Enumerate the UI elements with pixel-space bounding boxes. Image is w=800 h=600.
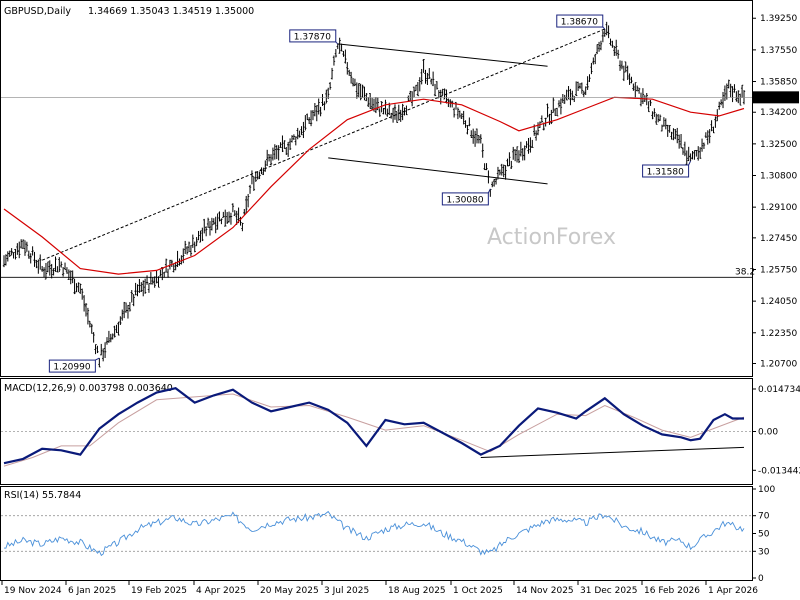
x-tick-label: 18 Aug 2025	[388, 586, 446, 596]
x-tick-label: 6 Jan 2025	[68, 586, 116, 596]
price-annotation: 1.31580	[642, 160, 692, 178]
x-tick-label: 4 Apr 2025	[196, 586, 246, 596]
annotation-leader	[335, 41, 339, 45]
moving-average	[3, 96, 745, 275]
price-annotations: 1.37870 1.38670 1.30080 1.31580 1.20990	[48, 14, 692, 373]
macd-tick-label: 0.014734	[758, 385, 800, 395]
annotation-leader	[602, 26, 606, 30]
annotation-label: 1.38670	[561, 18, 598, 28]
price-bars	[2, 21, 746, 368]
price-tick-label: 1.27450	[760, 234, 797, 244]
price-trendlines	[41, 28, 605, 261]
macd-tick-label: -0.013442	[758, 466, 800, 476]
annotation-label: 1.20990	[53, 363, 90, 373]
price-tick-label: 1.22350	[760, 329, 797, 339]
macd-main-line	[3, 387, 744, 465]
x-tick-label: 1 Apr 2026	[708, 586, 758, 596]
price-tick-label: 1.29100	[760, 203, 797, 213]
macd-tick-label: 0.00	[758, 428, 778, 438]
annotation-leader	[95, 357, 100, 361]
rsi-lines	[1, 510, 752, 557]
price-tick-label: 1.20700	[760, 359, 797, 369]
price-tick-label: 1.25750	[760, 265, 797, 275]
x-tick-label: 3 Jul 2025	[324, 586, 369, 596]
annotation-box	[48, 359, 96, 373]
macd-trendline	[480, 446, 745, 458]
price-panel-frame	[0, 0, 753, 377]
macd-signal-line	[3, 393, 745, 467]
x-tick-label: 31 Dec 2025	[580, 586, 638, 596]
annotation-leader	[688, 160, 692, 166]
current-price-box	[753, 91, 799, 104]
symbol-label: GBPUSD,Daily	[4, 6, 71, 17]
fib-38-level: 38.2	[1, 267, 755, 278]
annotation-box	[556, 14, 604, 28]
price-tick-label: 1.24050	[760, 297, 797, 307]
price-annotation: 1.37870	[289, 29, 339, 45]
annotation-label: 1.37870	[294, 32, 331, 42]
rsi-tick-label: 0	[758, 574, 764, 584]
rsi-tick-label: 30	[758, 547, 770, 557]
price-tick-label: 1.34200	[760, 108, 797, 118]
annotation-leader	[487, 188, 491, 194]
x-tick-label: 19 Nov 2024	[4, 586, 62, 596]
annotation-box	[642, 164, 690, 178]
watermark: ActionForex	[487, 225, 616, 250]
price-tick-label: 1.37550	[760, 46, 797, 56]
macd-panel: MACD(12,26,9) 0.003798 0.003640 0.014734…	[0, 378, 800, 485]
rsi-y-axis: 100 70 50 30 0	[752, 485, 775, 584]
ohlc-label: 1.34669 1.35043 1.34519 1.35000	[88, 6, 254, 17]
price-annotation: 1.30080	[441, 188, 491, 206]
rsi-line	[3, 510, 745, 557]
x-tick-label: 19 Feb 2025	[131, 586, 187, 596]
dashed-trendline	[41, 28, 605, 261]
price-annotation: 1.38670	[556, 14, 606, 30]
rsi-panel: RSI(14) 55.7844 100 70 50 30 0	[0, 485, 775, 584]
rsi-label: RSI(14) 55.7844	[4, 490, 81, 501]
rsi-tick-label: 70	[758, 512, 770, 522]
macd-lines	[1, 387, 752, 467]
x-tick-label: 14 Nov 2025	[516, 586, 574, 596]
current-price-label: 1.35000	[757, 94, 798, 104]
x-tick-label: 1 Oct 2025	[453, 586, 503, 596]
ma-line	[3, 96, 745, 275]
price-annotation: 1.20990	[48, 357, 100, 373]
price-tick-label: 1.35850	[760, 78, 797, 88]
macd-y-axis: 0.014734 0.00 -0.013442	[752, 385, 800, 476]
annotation-label: 1.30080	[446, 195, 483, 205]
price-tick-label: 1.39250	[760, 14, 797, 24]
channel-line	[328, 157, 548, 185]
price-y-axis: 1.39250 1.37550 1.35850 1.34200 1.32500 1.308…	[752, 14, 797, 369]
price-tick-label: 1.32500	[760, 140, 797, 150]
price-tick-label: 1.30800	[760, 172, 797, 182]
rsi-panel-frame	[0, 486, 753, 581]
annotation-box	[289, 29, 337, 43]
rsi-tick-label: 100	[758, 485, 775, 495]
channel-line	[337, 43, 548, 67]
annotation-label: 1.31580	[647, 167, 684, 177]
fib-label: 38.2	[735, 267, 755, 277]
x-tick-label: 16 Feb 2026	[644, 586, 700, 596]
annotation-box	[441, 192, 489, 206]
date-x-axis: 19 Nov 2024 6 Jan 2025 19 Feb 2025 4 Apr 20…	[1, 581, 758, 596]
macd-label: MACD(12,26,9) 0.003798 0.003640	[4, 383, 173, 394]
price-panel: ActionForex GBPUSD,Daily 1.34669 1.35043…	[0, 0, 799, 377]
x-tick-label: 20 May 2025	[260, 586, 319, 596]
rsi-tick-label: 50	[758, 530, 770, 540]
current-price-marker: 1.35000	[1, 91, 799, 104]
